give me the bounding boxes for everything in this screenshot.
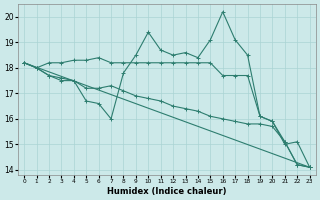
X-axis label: Humidex (Indice chaleur): Humidex (Indice chaleur) [107, 187, 227, 196]
